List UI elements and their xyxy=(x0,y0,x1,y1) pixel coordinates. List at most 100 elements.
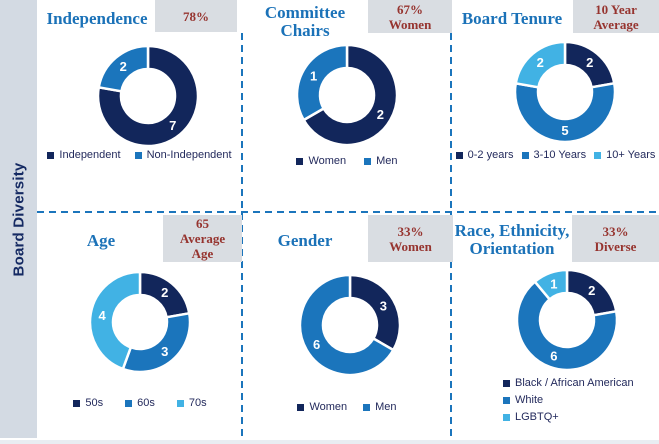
segment-value-label: 2 xyxy=(588,283,595,298)
legend-swatch xyxy=(503,379,510,387)
segment-value-label: 2 xyxy=(586,55,593,70)
legend-swatch xyxy=(503,413,510,421)
legend-swatch xyxy=(176,399,184,407)
stat-badge-line: Age xyxy=(191,246,214,261)
legend-label: 70s xyxy=(188,397,207,409)
chart-legend-gender: Women Men xyxy=(242,401,452,413)
stat-badge-line: 10 Year xyxy=(595,1,637,17)
legend-item-black-african-american: Black / African American xyxy=(503,377,634,389)
legend-swatch xyxy=(73,399,81,407)
legend-item-lgbtq+: LGBTQ+ xyxy=(503,411,559,423)
legend-swatch xyxy=(455,151,463,159)
legend-item-10+-years: 10+ Years xyxy=(594,149,655,161)
bottom-strip xyxy=(0,440,659,444)
legend-label: 60s xyxy=(137,397,155,409)
legend-label: 3-10 Years xyxy=(533,149,587,161)
segment-value-label: 5 xyxy=(561,123,568,138)
section-label: Board Diversity xyxy=(10,162,27,276)
legend-label: Non-Independent xyxy=(146,149,232,161)
stat-badge-line: 33% xyxy=(602,223,629,239)
legend-label: White xyxy=(515,394,544,406)
chart-legend-race-ethnicity-orientation: Black / African American White LGBTQ+ xyxy=(503,377,634,423)
stat-badge-gender: 33% Women xyxy=(368,215,453,262)
stat-badge-age: 65 Average Age xyxy=(163,215,242,262)
segment-value-label: 6 xyxy=(313,337,320,352)
legend-swatch xyxy=(503,396,510,404)
chart-title-gender: Gender xyxy=(277,231,333,250)
donut-chart-independence: 72 xyxy=(96,44,200,148)
stat-badge-line: 67% xyxy=(397,1,423,17)
stat-badge-line: Women xyxy=(388,16,432,32)
stat-badge-line: 33% xyxy=(397,223,424,239)
legend-item-non-independent: Non-Independent xyxy=(134,149,232,161)
legend-swatch xyxy=(125,399,133,407)
stat-badge-committee-chairs: 67% Women xyxy=(368,0,452,33)
legend-swatch xyxy=(594,151,602,159)
legend-swatch xyxy=(363,403,371,411)
legend-item-white: White xyxy=(503,394,543,406)
legend-item-50s: 50s xyxy=(73,397,103,409)
chart-legend-age: 50s 60s 70s xyxy=(37,397,243,409)
donut-chart-age: 2 3 4 xyxy=(88,270,192,374)
horizontal-divider xyxy=(37,211,659,213)
donut-segment-non-independent xyxy=(97,44,150,93)
donut-chart-board-tenure: 2 5 2 xyxy=(513,40,617,144)
segment-value-label: 6 xyxy=(550,349,557,364)
donut-segment-60s xyxy=(121,311,192,374)
legend-item-3-10-years: 3-10 Years xyxy=(521,149,587,161)
segment-value-label: 3 xyxy=(380,298,387,313)
segment-value-label: 2 xyxy=(377,107,384,122)
legend-swatch xyxy=(297,403,305,411)
legend-label: Men xyxy=(375,401,397,413)
legend-item-70s: 70s xyxy=(176,397,207,409)
legend-item-independent: Independent xyxy=(47,149,121,161)
stat-badge-line: 65 xyxy=(196,216,209,231)
donut-chart-committee-chairs: 21 xyxy=(295,43,399,147)
legend-item-women: Women xyxy=(297,401,347,413)
donut-segment-independent xyxy=(96,44,200,148)
legend-swatch xyxy=(296,157,304,165)
segment-value-label: 2 xyxy=(161,285,168,300)
stat-badge-line: Average xyxy=(179,231,226,246)
legend-swatch xyxy=(521,151,529,159)
stat-badge-race-ethnicity-orientation: 33% Diverse xyxy=(572,215,659,262)
chart-title-independence: Independence xyxy=(46,9,148,28)
chart-title-board-tenure: Board Tenure xyxy=(461,9,563,28)
legend-label: 0-2 years xyxy=(467,149,514,161)
legend-item-men: Men xyxy=(364,155,398,167)
stat-badge-line: Women xyxy=(389,238,432,254)
donut-segment-white xyxy=(515,279,619,372)
donut-segment-men xyxy=(295,43,349,122)
stat-badge-board-tenure: 10 Year Average xyxy=(573,0,659,33)
segment-value-label: 2 xyxy=(120,59,127,74)
donut-segment-10+-years xyxy=(514,40,567,89)
legend-item-60s: 60s xyxy=(125,397,155,409)
legend-label: 10+ Years xyxy=(606,149,656,161)
donut-chart-gender: 36 xyxy=(298,273,402,377)
donut-chart-race-ethnicity-orientation: 2 6 1 xyxy=(515,268,619,372)
segment-value-label: 1 xyxy=(550,276,557,291)
donut-segment-women xyxy=(301,43,399,147)
legend-label: Women xyxy=(308,155,347,167)
legend-item-women: Women xyxy=(296,155,346,167)
legend-label: 50s xyxy=(85,397,104,409)
segment-value-label: 2 xyxy=(537,55,544,70)
chart-title-committee-chairs: Committee Chairs xyxy=(264,3,346,40)
sidebar: Board Diversity xyxy=(0,0,37,438)
stat-badge-line: Average xyxy=(593,16,639,32)
legend-label: LGBTQ+ xyxy=(515,411,559,423)
legend-swatch xyxy=(364,157,372,165)
legend-item-0-2-years: 0-2 years xyxy=(455,149,514,161)
chart-title-race-ethnicity-orientation: Race, Ethnicity, Orientation xyxy=(454,221,570,258)
vertical-divider-1 xyxy=(241,33,243,437)
segment-value-label: 3 xyxy=(161,344,168,359)
donut-segment-3-10-years xyxy=(513,81,617,144)
donut-segment-men xyxy=(298,273,396,377)
donut-segment-70s xyxy=(88,270,142,371)
legend-swatch xyxy=(47,151,55,159)
stat-badge-line: 78% xyxy=(183,8,209,24)
legend-label: Black / African American xyxy=(515,377,634,389)
stat-badge-independence: 78% xyxy=(155,0,237,32)
segment-value-label: 4 xyxy=(98,308,106,323)
